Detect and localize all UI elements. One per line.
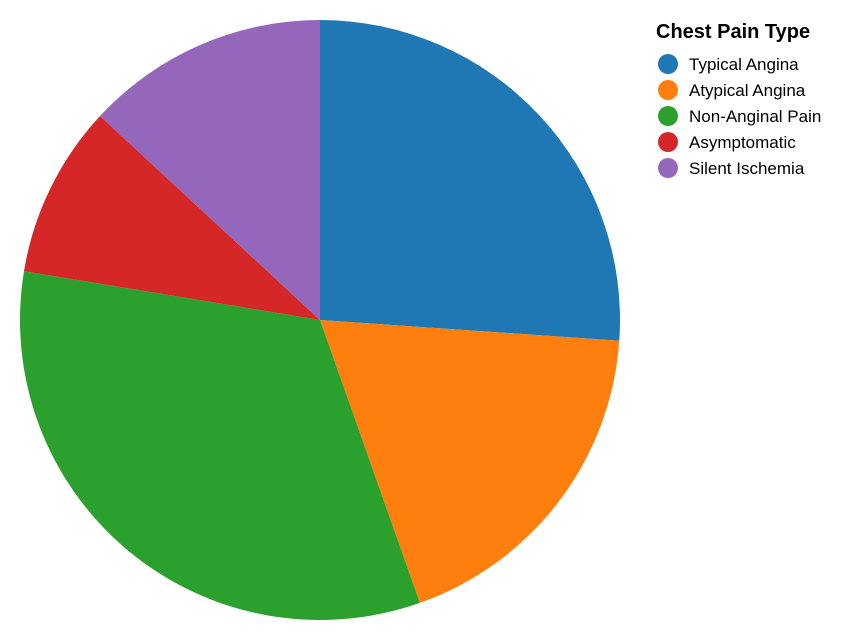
legend-swatch-atypical-angina: [658, 80, 678, 100]
legend-label-non-anginal-pain: Non-Anginal Pain: [689, 107, 821, 126]
pie-slice-typical-angina: [320, 20, 620, 341]
pie-slice-non-anginal-pain: [20, 271, 420, 620]
legend-label-asymptomatic: Asymptomatic: [689, 133, 796, 152]
legend-items: Typical Angina Atypical Angina Non-Anginal…: [658, 54, 821, 178]
legend-title: Chest Pain Type: [656, 21, 810, 43]
legend-label-typical-angina: Typical Angina: [689, 55, 799, 74]
legend-swatch-typical-angina: [658, 54, 678, 74]
legend-swatch-non-anginal-pain: [658, 106, 678, 126]
legend-swatch-silent-ischemia: [658, 158, 678, 178]
pie-slice-asymptomatic: [23, 116, 321, 321]
legend: Chest Pain Type Typical Angina Atypical A…: [656, 21, 821, 178]
legend-label-silent-ischemia: Silent Ischemia: [689, 159, 805, 178]
pie-slice-atypical-angina: [320, 320, 620, 603]
pie-slice-silent-ischemia: [100, 20, 320, 320]
legend-swatch-asymptomatic: [658, 132, 678, 152]
legend-label-atypical-angina: Atypical Angina: [689, 81, 806, 100]
pie-slices: [20, 20, 620, 620]
